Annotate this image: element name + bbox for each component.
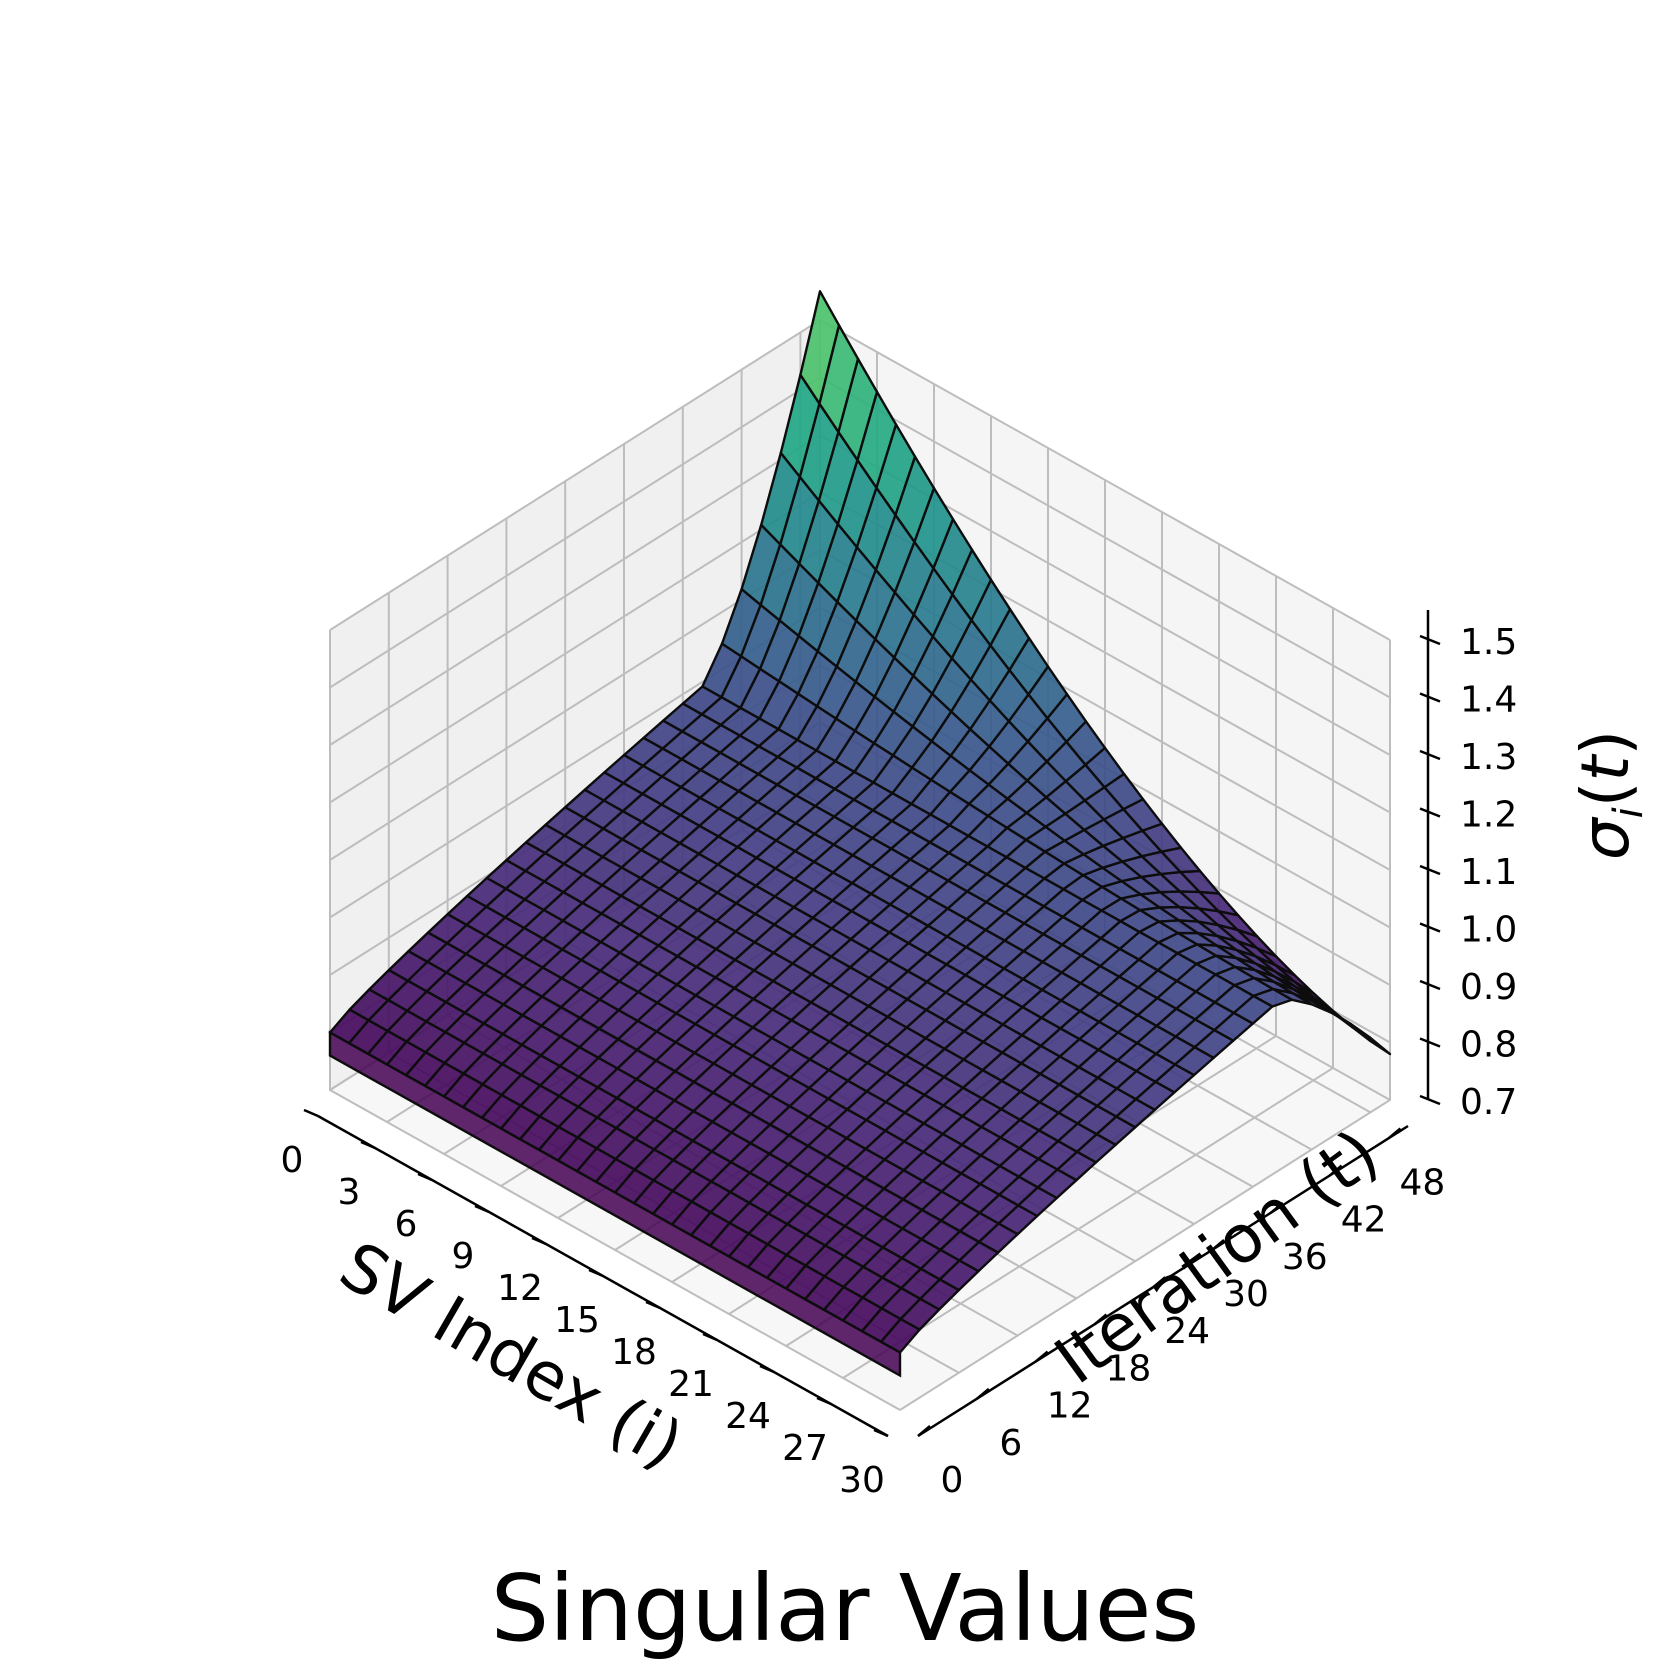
y-tick-label: 30 <box>1223 1274 1269 1315</box>
y-tick-mark <box>975 1387 990 1400</box>
x-tick-label: 21 <box>668 1364 714 1405</box>
x-tick-label: 24 <box>725 1396 771 1437</box>
z-tick-label: 0.8 <box>1460 1025 1517 1066</box>
x-tick-label: 0 <box>281 1140 304 1181</box>
z-axis-label: σi(t) <box>1567 730 1652 860</box>
z-tick-mark <box>1419 807 1441 818</box>
x-tick-label: 15 <box>554 1300 600 1341</box>
y-tick-label: 6 <box>999 1423 1022 1464</box>
z-tick-label: 1.5 <box>1460 622 1517 663</box>
z-tick-label: 1.3 <box>1460 737 1517 778</box>
z-label-t: t <box>1567 753 1644 781</box>
y-tick-mark <box>1328 1164 1343 1177</box>
x-tick-label: 18 <box>611 1332 657 1373</box>
y-tick-label: 48 <box>1399 1162 1445 1203</box>
y-tick-label: 12 <box>1047 1386 1093 1427</box>
x-tick-label: 3 <box>338 1172 361 1213</box>
y-tick-label: 36 <box>1282 1237 1328 1278</box>
y-tick-label: 24 <box>1164 1311 1210 1352</box>
x-tick-label: 6 <box>395 1204 418 1245</box>
y-tick-mark <box>1387 1127 1402 1140</box>
x-tick-mark <box>360 1140 376 1150</box>
z-label-close: ) <box>1567 730 1644 756</box>
y-tick-mark <box>1269 1201 1284 1214</box>
x-tick-label: 12 <box>497 1268 543 1309</box>
x-tick-mark <box>759 1364 775 1374</box>
x-tick-label: 30 <box>839 1460 885 1501</box>
z-tick-label: 0.9 <box>1460 967 1517 1008</box>
surface-mesh <box>328 290 1392 1378</box>
x-tick-mark <box>588 1268 604 1278</box>
z-tick-label: 1.2 <box>1460 795 1517 836</box>
z-tick-mark <box>1419 634 1441 646</box>
z-tick-mark <box>1419 979 1441 991</box>
z-tick-label: 0.7 <box>1460 1082 1517 1123</box>
chart-title: Singular Values <box>491 1555 1200 1662</box>
z-label-rest: ( <box>1567 781 1644 807</box>
x-tick-mark <box>474 1204 490 1214</box>
y-tick-mark <box>917 1425 931 1437</box>
axis-lines <box>303 610 1441 1438</box>
y-tick-mark <box>1152 1276 1167 1289</box>
z-label-sub: i <box>1606 807 1652 818</box>
z-tick-mark <box>1419 922 1441 933</box>
z-tick-label: 1.0 <box>1460 910 1517 951</box>
x-tick-mark <box>303 1108 319 1118</box>
y-tick-mark <box>1211 1239 1225 1251</box>
z-tick-label: 1.4 <box>1460 680 1517 721</box>
z-tick-mark <box>1419 1094 1441 1106</box>
surface-front-wall <box>328 1030 902 1378</box>
y-tick-label: 18 <box>1105 1348 1151 1389</box>
x-tick-label: 9 <box>452 1236 475 1277</box>
z-tick-label: 1.1 <box>1460 852 1517 893</box>
x-tick-mark <box>417 1172 433 1182</box>
z-tick-mark <box>1419 692 1441 703</box>
z-tick-mark <box>1419 1037 1441 1048</box>
y-tick-label: 0 <box>941 1460 964 1501</box>
x-tick-mark <box>873 1428 889 1438</box>
y-tick-mark <box>1034 1350 1049 1363</box>
y-tick-label: 42 <box>1341 1200 1387 1241</box>
x-tick-label: 27 <box>782 1428 828 1469</box>
z-label-sigma: σ <box>1567 816 1644 860</box>
y-axis-line <box>917 1124 1409 1438</box>
x-tick-mark <box>816 1396 832 1406</box>
x-tick-mark <box>702 1332 718 1342</box>
x-tick-mark <box>645 1300 661 1310</box>
z-tick-mark <box>1419 749 1441 761</box>
z-tick-mark <box>1419 864 1441 876</box>
x-tick-mark <box>531 1236 547 1246</box>
y-tick-mark <box>1093 1313 1108 1326</box>
